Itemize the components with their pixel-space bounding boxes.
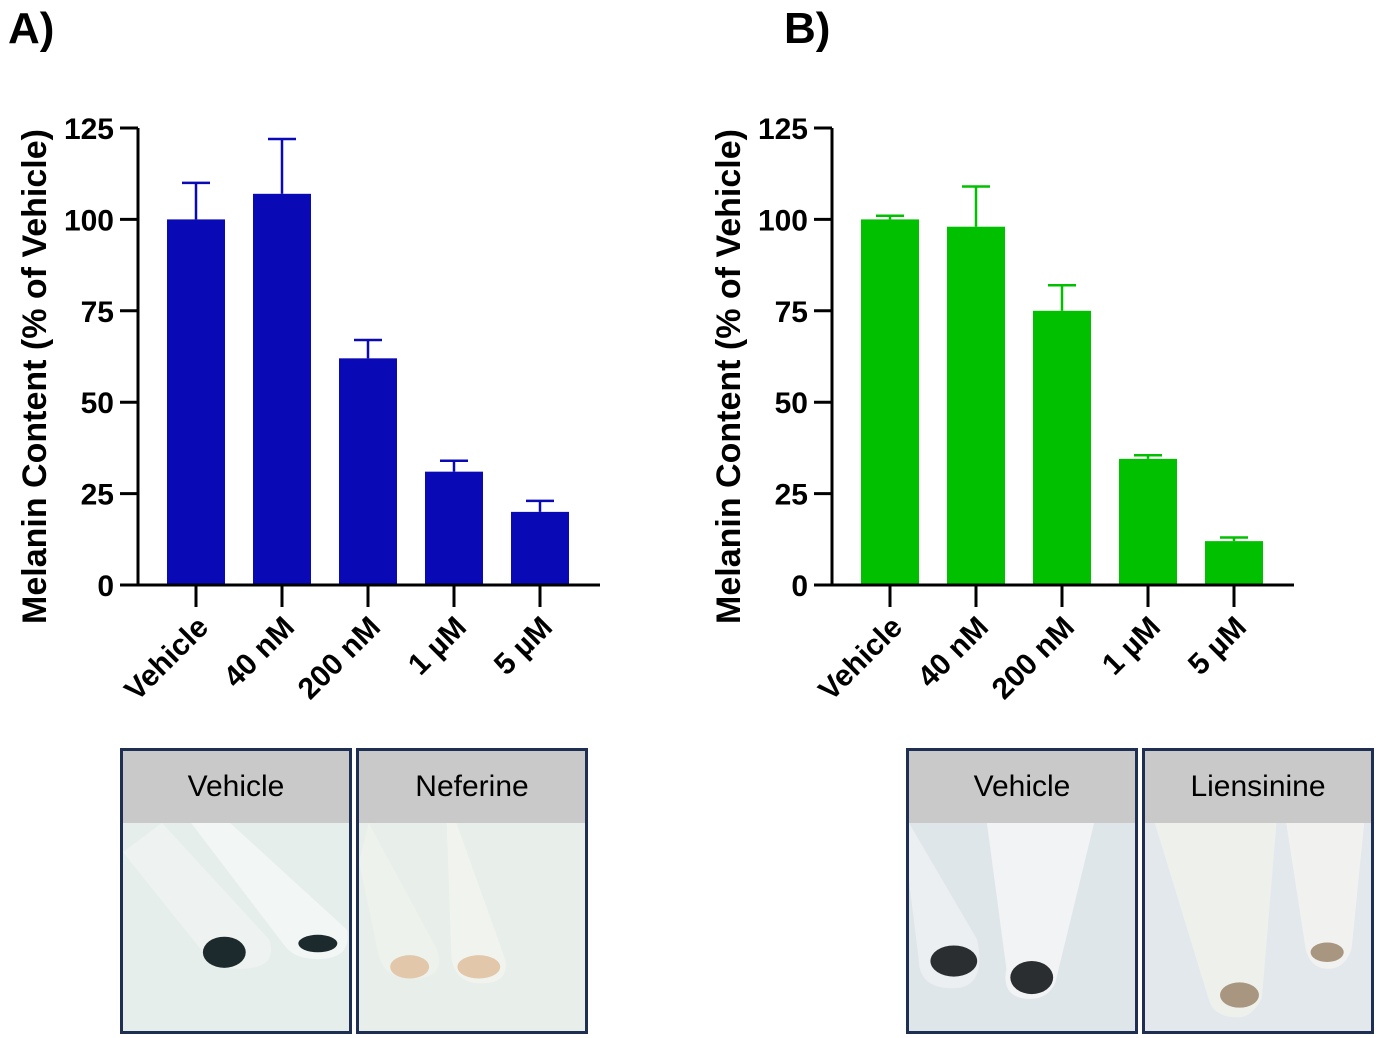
photo-right: Neferine: [356, 748, 588, 1034]
photo-right: Liensinine: [1142, 748, 1374, 1034]
y-tick-label: 25: [81, 479, 114, 512]
x-tick-label: 200 nM: [292, 611, 387, 706]
pellet-right-2: [1310, 942, 1344, 962]
x-tick-label: 40 nM: [911, 611, 994, 694]
pellet-right-1: [1220, 982, 1259, 1008]
pellet-left-1: [930, 945, 978, 977]
photo-label: Liensinine: [1145, 751, 1371, 823]
photo-label: Vehicle: [909, 751, 1135, 823]
panel-label: B): [784, 4, 831, 53]
tube-photo: [1145, 823, 1371, 1031]
photo-label: Neferine: [359, 751, 585, 823]
photo-left: Vehicle: [120, 748, 352, 1034]
tube-photo: [123, 823, 349, 1031]
bar: [1119, 458, 1177, 585]
bar: [167, 219, 225, 585]
x-tick-label: 5 µM: [488, 611, 559, 682]
pellet-right-1: [390, 955, 430, 979]
y-tick-label: 75: [775, 296, 808, 329]
y-axis-label: Melanin Content (% of Vehicle): [710, 129, 748, 624]
x-tick-label: Vehicle: [812, 611, 908, 707]
x-tick-label: 1 µM: [1096, 611, 1167, 682]
y-tick-label: 125: [64, 113, 114, 146]
pellet-left-2: [298, 934, 338, 953]
pellet-right-2: [457, 955, 501, 979]
panel-label: A): [8, 4, 55, 53]
y-tick-label: 100: [758, 204, 808, 237]
bar: [339, 358, 397, 585]
x-tick-label: 200 nM: [986, 611, 1081, 706]
panel-b: B) Melanin Content (% of Vehicle) 0 25 50 75…: [694, 0, 1388, 1038]
bar: [1033, 310, 1091, 585]
bar-chart: Melanin Content (% of Vehicle) 0 25 50 75 100…: [710, 113, 1294, 707]
x-tick-label: Vehicle: [118, 611, 214, 707]
y-tick-label: 50: [81, 387, 114, 420]
bar: [861, 219, 919, 585]
tube-photo: [909, 823, 1135, 1031]
x-tick-label: 40 nM: [217, 611, 300, 694]
pellet-left-2: [1010, 961, 1054, 995]
x-tick-label: 5 µM: [1182, 611, 1253, 682]
photo-label: Vehicle: [123, 751, 349, 823]
bar: [511, 511, 569, 585]
photo-left: Vehicle: [906, 748, 1138, 1034]
y-tick-label: 25: [775, 479, 808, 512]
bar: [947, 226, 1005, 585]
y-tick-label: 100: [64, 204, 114, 237]
x-tick-label: 1 µM: [402, 611, 473, 682]
panel-a: A) Melanin Content (% of Vehicle) 0 25 50 75…: [8, 4, 600, 1034]
bar: [253, 193, 311, 586]
bar: [1205, 541, 1263, 585]
y-tick-label: 75: [81, 296, 114, 329]
y-tick-label: 0: [97, 570, 114, 603]
y-tick-label: 0: [791, 570, 808, 603]
tube-photo: [359, 823, 585, 1031]
y-tick-label: 125: [758, 113, 808, 146]
y-tick-label: 50: [775, 387, 808, 420]
y-axis-label: Melanin Content (% of Vehicle): [16, 129, 54, 624]
bar: [425, 471, 483, 585]
pellet-left-1: [202, 936, 246, 968]
bar-chart: Melanin Content (% of Vehicle) 0 25 50 75 100…: [16, 113, 600, 707]
